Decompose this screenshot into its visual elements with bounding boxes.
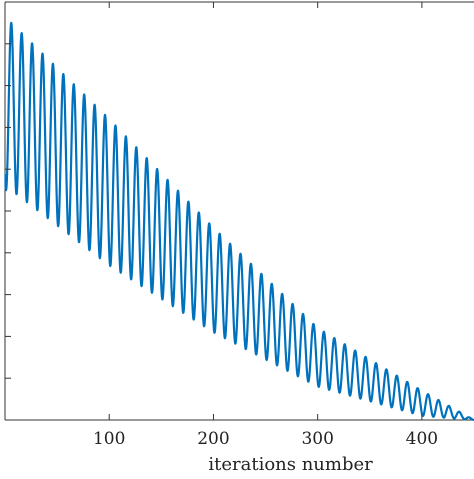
series-line (4, 21, 474, 422)
ticks-layer: 100 200 300 400 (5, 2, 438, 449)
series-layer (4, 21, 474, 422)
x-tick-label: 300 (301, 429, 333, 449)
x-tick-label: 100 (93, 429, 125, 449)
x-axis-title: iterations number (208, 454, 373, 474)
plot-frame (4, 1, 474, 421)
x-tick-label: 200 (197, 429, 229, 449)
x-tick-label: 400 (406, 429, 438, 449)
